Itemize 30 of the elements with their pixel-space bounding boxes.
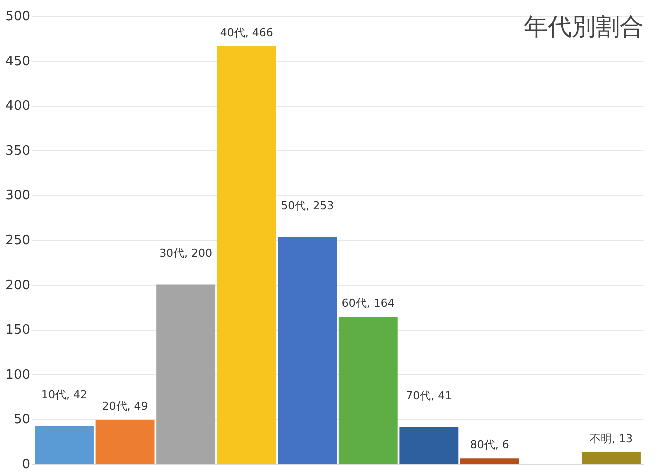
bar — [338, 317, 398, 464]
bar — [156, 284, 216, 464]
data-label: 20代, 49 — [102, 400, 148, 414]
data-label: 不明, 13 — [590, 432, 633, 446]
y-tick-label: 50 — [14, 412, 30, 428]
chart-title: 年代別割合 — [524, 13, 644, 41]
data-label: 50代, 253 — [281, 199, 334, 212]
data-label: 60代, 164 — [342, 297, 395, 310]
bar — [582, 452, 641, 464]
y-tick-label: 100 — [6, 368, 30, 383]
y-tick-label: 400 — [6, 99, 30, 114]
bar — [400, 427, 459, 464]
bar — [35, 426, 94, 464]
y-tick-label: 200 — [6, 278, 30, 294]
y-tick-label: 300 — [6, 188, 30, 204]
y-tick-label: 350 — [6, 144, 30, 159]
y-tick-label: 250 — [6, 234, 30, 248]
data-label: 30代, 200 — [160, 246, 213, 260]
y-tick-label: 150 — [6, 323, 30, 338]
y-tick-label: 0 — [22, 458, 30, 472]
data-label: 70代, 41 — [406, 389, 452, 402]
data-label: 10代, 42 — [42, 388, 88, 402]
y-tick-label: 450 — [6, 54, 30, 70]
data-label: 80代, 6 — [470, 438, 510, 452]
bar — [217, 46, 276, 464]
y-tick-label: 500 — [6, 10, 30, 24]
bar — [278, 237, 338, 464]
bar — [96, 420, 155, 464]
data-label: 40代, 466 — [220, 26, 274, 40]
bar — [460, 458, 520, 464]
